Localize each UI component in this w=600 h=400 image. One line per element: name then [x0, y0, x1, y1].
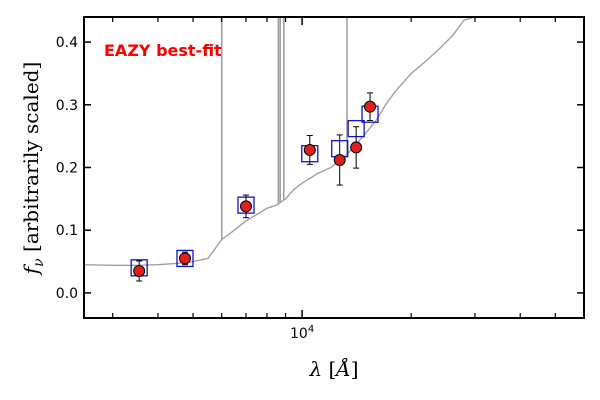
observed-point — [239, 200, 252, 213]
observed-point — [178, 252, 191, 265]
y-tick-label: 0.4 — [56, 35, 78, 51]
observed-point — [350, 141, 363, 154]
observed-point — [333, 153, 346, 166]
y-tick-label: 0.0 — [56, 286, 78, 302]
model-sed-line — [84, 17, 476, 266]
y-tick-label: 0.3 — [56, 98, 78, 114]
y-tick-label: 0.2 — [56, 161, 78, 177]
plot-frame — [83, 16, 585, 319]
y-axis-label: fν [arbitrarily scaled] — [19, 62, 47, 277]
chart-annotation: EAZY best-fit — [104, 41, 222, 60]
x-axis-label: λ [Å] — [308, 356, 358, 381]
observed-point — [303, 143, 316, 156]
observed-point — [133, 264, 146, 277]
plot-area: 0.0 0.1 0.2 0.3 0.4 104 — [56, 16, 585, 342]
y-tick-label: 0.1 — [56, 223, 78, 239]
model-flux-box — [176, 249, 194, 268]
observed-point — [364, 100, 377, 113]
x-tick-label: 104 — [290, 324, 314, 342]
